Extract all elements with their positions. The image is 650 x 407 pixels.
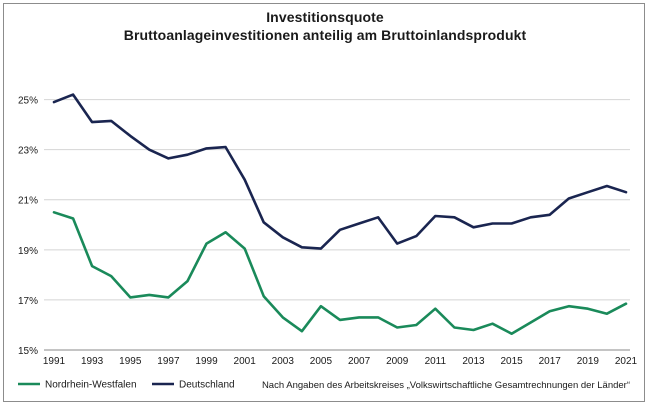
series-line-deutschland <box>52 93 628 250</box>
legend-label: Deutschland <box>179 380 235 391</box>
x-tick-label: 2001 <box>234 356 257 367</box>
legend: Nordrhein-Westfalen Deutschland <box>18 380 235 391</box>
chart-frame <box>3 3 645 402</box>
x-tick-label: 2021 <box>615 356 638 367</box>
x-tick-label: 1991 <box>43 356 66 367</box>
x-tick-label: 2009 <box>386 356 409 367</box>
y-tick-label: 23% <box>18 146 38 157</box>
series-lines <box>52 93 628 336</box>
x-tick-label: 1999 <box>195 356 218 367</box>
x-tick-label: 2011 <box>425 356 447 367</box>
series-line-nordrhein-westfalen <box>52 211 628 336</box>
x-tick-label: 2017 <box>539 356 562 367</box>
chart-title: Investitionsquote <box>266 9 384 25</box>
gridlines <box>44 99 630 351</box>
x-tick-label: 2007 <box>348 356 371 367</box>
x-tick-label: 1993 <box>81 356 104 367</box>
source-note: Nach Angaben des Arbeitskreises „Volkswi… <box>262 380 630 391</box>
x-tick-label: 1997 <box>157 356 180 367</box>
x-axis-labels: 1991 1993 1995 1997 1999 2001 2003 2005 2007 2009… <box>43 356 638 367</box>
x-tick-label: 2019 <box>577 356 600 367</box>
legend-label: Nordrhein-Westfalen <box>45 380 137 391</box>
y-tick-label: 25% <box>18 96 38 107</box>
y-tick-label: 15% <box>18 346 38 357</box>
x-tick-label: 2005 <box>310 356 333 367</box>
y-axis-labels: 15% 17% 19% 21% 23% 25% <box>18 96 38 357</box>
x-tick-label: 1995 <box>119 356 142 367</box>
x-tick-label: 2013 <box>462 356 485 367</box>
x-tick-label: 2003 <box>272 356 295 367</box>
y-tick-label: 19% <box>18 246 38 257</box>
y-tick-label: 17% <box>18 296 38 307</box>
y-tick-label: 21% <box>18 196 38 207</box>
chart-subtitle: Bruttoanlageinvestitionen anteilig am Br… <box>123 27 527 43</box>
x-tick-label: 2015 <box>500 356 523 367</box>
